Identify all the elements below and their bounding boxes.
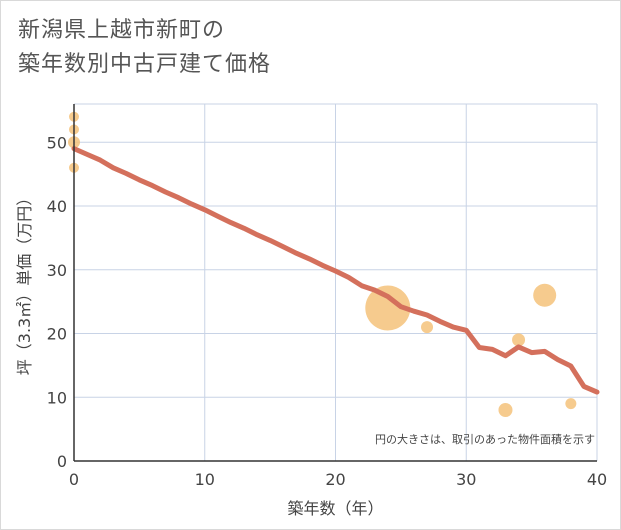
y-tick-label: 30 bbox=[47, 261, 67, 280]
x-tick-labels: 0 10 20 30 40 bbox=[69, 470, 607, 489]
x-axis-label: 築年数（年） bbox=[287, 499, 383, 518]
x-tick-label: 0 bbox=[69, 470, 79, 489]
bubble-point bbox=[512, 333, 526, 347]
chart-title-line-1: 新潟県上越市新町の bbox=[18, 18, 226, 43]
bubble-size-note: 円の大きさは、取引のあった物件面積を示す bbox=[375, 432, 595, 446]
bubble-series bbox=[68, 111, 577, 417]
y-tick-label: 0 bbox=[57, 452, 67, 471]
y-tick-labels: 0 10 20 30 40 50 bbox=[47, 133, 67, 471]
bubble-point bbox=[498, 403, 513, 417]
bubble-point bbox=[421, 321, 434, 334]
y-tick-label: 20 bbox=[47, 325, 67, 344]
y-tick-label: 40 bbox=[47, 197, 67, 216]
chart-title-line-2: 築年数別中古戸建て価格 bbox=[18, 52, 272, 77]
grid-lines bbox=[73, 103, 598, 462]
bubble-point bbox=[365, 285, 411, 331]
y-tick-label: 10 bbox=[47, 388, 67, 407]
y-tick-label: 50 bbox=[47, 133, 67, 152]
trend-line bbox=[71, 146, 600, 395]
x-tick-label: 10 bbox=[195, 470, 215, 489]
y-axis-label: 坪（3.3㎡）単価（万円） bbox=[15, 190, 34, 375]
bubble-point bbox=[565, 398, 577, 410]
x-tick-label: 20 bbox=[325, 470, 345, 489]
x-tick-label: 30 bbox=[456, 470, 476, 489]
chart-title: 新潟県上越市新町の 築年数別中古戸建て価格 bbox=[18, 14, 271, 82]
bubble-point bbox=[533, 283, 557, 307]
x-tick-label: 40 bbox=[587, 470, 607, 489]
